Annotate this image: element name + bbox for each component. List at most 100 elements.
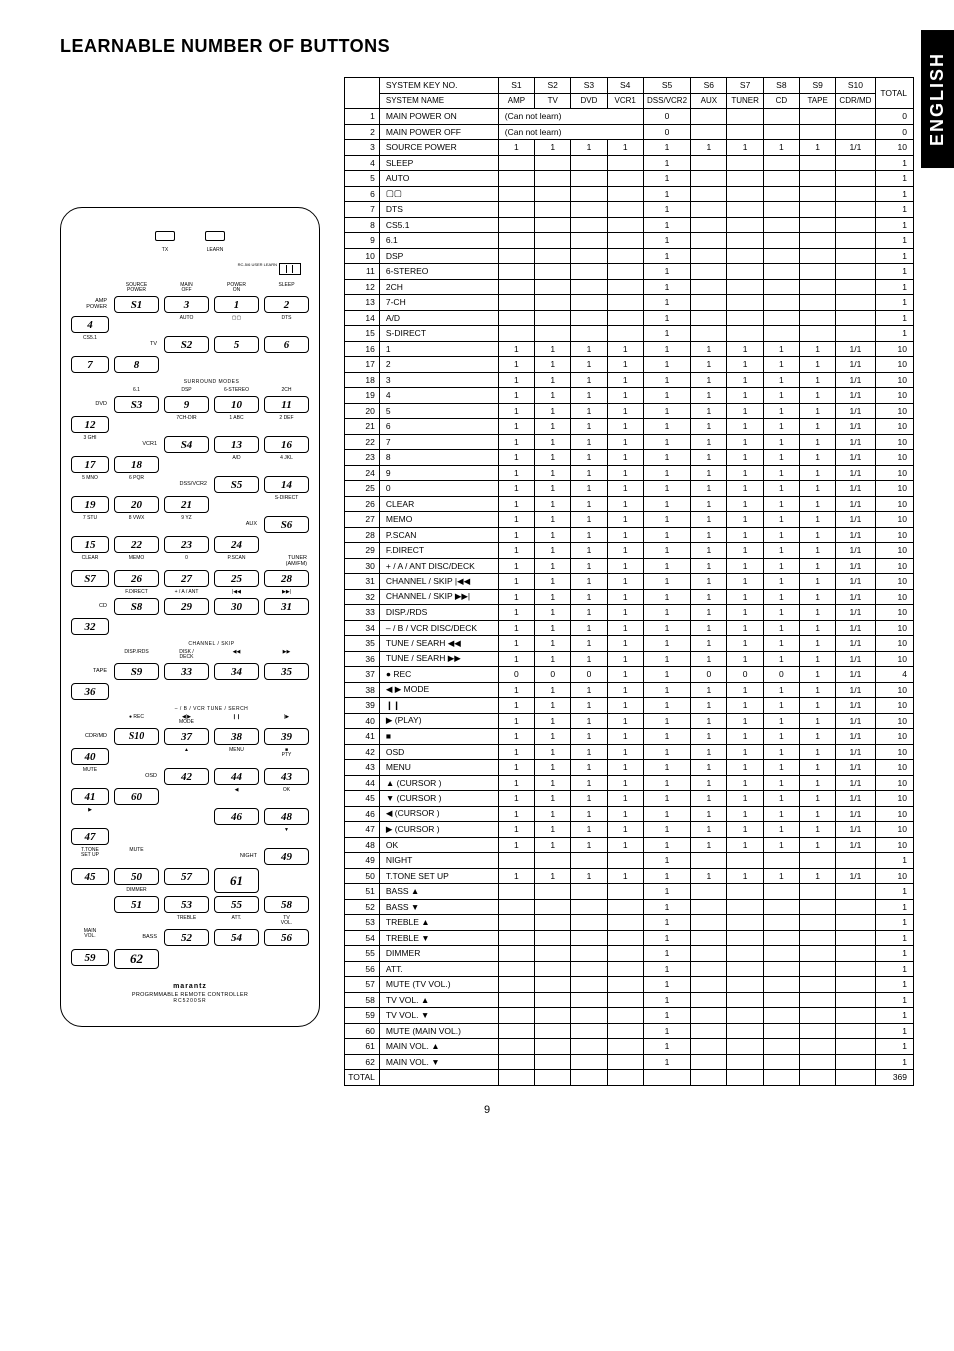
cell: 1: [643, 341, 690, 357]
cell: 1: [800, 806, 836, 822]
cell: 1: [535, 713, 571, 729]
cell: 1/1: [836, 636, 875, 652]
cell: 1: [643, 853, 690, 869]
cell: 1: [727, 760, 763, 776]
remote-btn: 57: [164, 868, 209, 885]
cell: 1: [607, 605, 643, 621]
cell: [800, 1054, 836, 1070]
cell: 1: [607, 868, 643, 884]
learn-label: LEARN: [205, 247, 225, 253]
row-total: 1: [875, 202, 913, 218]
cell: 1: [498, 806, 534, 822]
cell: 1: [800, 791, 836, 807]
cell: 1: [535, 791, 571, 807]
cell: 1: [607, 140, 643, 156]
cell: 1: [643, 1023, 690, 1039]
cell: 1: [727, 140, 763, 156]
row-total: 10: [875, 481, 913, 497]
cell: 1/1: [836, 651, 875, 667]
cell: [535, 899, 571, 915]
cell: [727, 295, 763, 311]
remote-btn: 20: [114, 496, 159, 513]
cell: [607, 171, 643, 187]
cell: 1: [643, 543, 690, 559]
key-name: OSD: [379, 744, 498, 760]
cell: 1: [800, 713, 836, 729]
header-S7: S7: [727, 78, 763, 94]
cell: 1: [571, 744, 607, 760]
cell: 1/1: [836, 791, 875, 807]
cell: 1: [498, 574, 534, 590]
cell: 1: [535, 465, 571, 481]
row-total: 1: [875, 1008, 913, 1024]
row-num: 37: [345, 667, 380, 683]
key-name: ▶ (PLAY): [379, 713, 498, 729]
cell: [800, 1008, 836, 1024]
cell: 1/1: [836, 837, 875, 853]
remote-btn: 53: [164, 896, 209, 913]
cell: 1: [571, 682, 607, 698]
cell: [836, 124, 875, 140]
header-name-CD: CD: [763, 93, 799, 109]
remote-btn: 38: [214, 728, 259, 745]
cell: [836, 217, 875, 233]
cell: 1: [800, 372, 836, 388]
cell: 1: [571, 543, 607, 559]
header-total: TOTAL: [875, 78, 913, 109]
cell: 1/1: [836, 667, 875, 683]
row-num: 34: [345, 620, 380, 636]
remote-btn-header: ATT.: [214, 916, 259, 926]
row-total: 1: [875, 217, 913, 233]
row-total: 1: [875, 853, 913, 869]
cell: 1: [643, 574, 690, 590]
remote-btn: 44: [214, 768, 259, 785]
cell: [800, 310, 836, 326]
cell: 1: [498, 372, 534, 388]
cell: [571, 946, 607, 962]
cell: 1: [498, 822, 534, 838]
row-num: 3: [345, 140, 380, 156]
cell: 1/1: [836, 496, 875, 512]
remote-btn-header: SLEEP: [264, 283, 309, 293]
cell: [763, 853, 799, 869]
cell: 1: [643, 760, 690, 776]
cell: 1: [607, 341, 643, 357]
cell: 0: [727, 667, 763, 683]
cell: [691, 310, 727, 326]
cell: 1: [571, 605, 607, 621]
cell: 1: [498, 837, 534, 853]
cell: [607, 155, 643, 171]
key-name: ▶ (CURSOR ): [379, 822, 498, 838]
cell: [571, 992, 607, 1008]
cell: 1: [691, 419, 727, 435]
remote-btn: 7: [71, 356, 109, 373]
cell: [763, 915, 799, 931]
key-name: MUTE (MAIN VOL.): [379, 1023, 498, 1039]
remote-btn-header: ▼: [264, 828, 309, 845]
remote-btn-header: [114, 808, 159, 825]
cell: 1: [800, 434, 836, 450]
cell: [727, 853, 763, 869]
cell: [800, 930, 836, 946]
row-num: 52: [345, 899, 380, 915]
cell: 1/1: [836, 822, 875, 838]
row-num: 11: [345, 264, 380, 280]
cell: 1: [643, 512, 690, 528]
cell: [607, 1008, 643, 1024]
cell: 1: [763, 837, 799, 853]
row-total: 1: [875, 1023, 913, 1039]
cell: [607, 217, 643, 233]
remote-btn-header: |▶: [264, 715, 309, 725]
cell: 1: [800, 512, 836, 528]
remote-btn: 29: [164, 598, 209, 615]
key-name: DSP: [379, 248, 498, 264]
cell: 1: [643, 403, 690, 419]
cell: 1: [535, 822, 571, 838]
cell: 1: [571, 372, 607, 388]
cell: [535, 264, 571, 280]
cell: 1: [643, 946, 690, 962]
row-total: 1: [875, 899, 913, 915]
cell: [607, 202, 643, 218]
cell: [607, 186, 643, 202]
row-num: 18: [345, 372, 380, 388]
